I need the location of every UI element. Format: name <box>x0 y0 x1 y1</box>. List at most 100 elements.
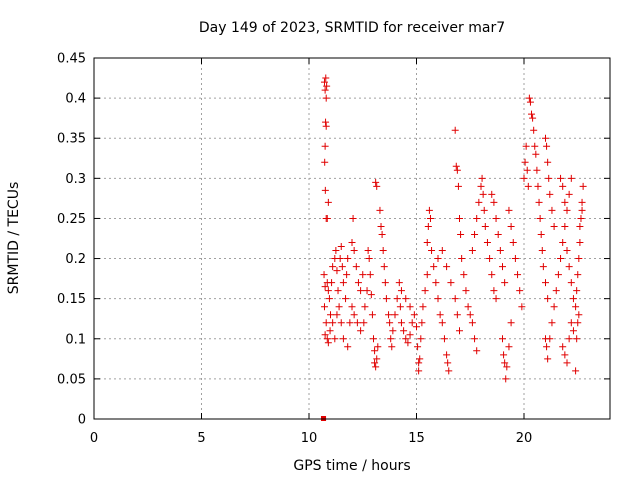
data-point <box>426 214 434 222</box>
data-point <box>329 319 337 327</box>
data-point <box>483 239 491 247</box>
data-point <box>325 295 333 303</box>
data-point <box>528 110 536 118</box>
data-point <box>372 363 380 371</box>
data-point <box>321 283 329 291</box>
data-point <box>354 279 362 287</box>
data-point <box>430 263 438 271</box>
data-point <box>322 122 330 130</box>
data-point <box>471 230 479 238</box>
x-tick-label: 0 <box>90 431 98 446</box>
data-point <box>544 355 552 363</box>
data-point <box>480 206 488 214</box>
data-point <box>321 158 329 166</box>
data-point <box>507 319 515 327</box>
data-point <box>444 359 452 367</box>
data-point <box>496 247 504 255</box>
data-point <box>372 178 380 186</box>
data-point <box>376 206 384 214</box>
data-point <box>543 343 551 351</box>
data-point <box>567 319 575 327</box>
data-point <box>578 206 586 214</box>
data-point <box>410 311 418 319</box>
data-point <box>526 98 534 106</box>
data-point <box>532 150 540 158</box>
y-tick-label: 0.3 <box>65 172 86 187</box>
data-point <box>339 279 347 287</box>
data-point <box>579 182 587 190</box>
data-point <box>447 279 455 287</box>
data-point <box>406 331 414 339</box>
data-point <box>352 263 360 271</box>
data-point <box>445 367 453 375</box>
data-point <box>458 255 466 263</box>
data-point <box>377 222 385 230</box>
data-point <box>576 222 584 230</box>
data-point <box>573 287 581 295</box>
data-point <box>492 214 500 222</box>
data-point <box>436 311 444 319</box>
data-point <box>502 375 510 383</box>
data-point <box>544 158 552 166</box>
data-point <box>500 351 508 359</box>
data-point <box>451 295 459 303</box>
data-point <box>321 186 329 194</box>
data-point <box>567 174 575 182</box>
data-point <box>475 198 483 206</box>
data-point <box>524 182 532 190</box>
data-point <box>397 319 405 327</box>
data-point <box>486 255 494 263</box>
data-point <box>350 311 358 319</box>
data-point <box>321 331 329 339</box>
data-point <box>400 327 408 335</box>
data-point <box>561 222 569 230</box>
data-point <box>542 134 549 142</box>
y-tick-label: 0.45 <box>57 52 86 67</box>
data-point <box>511 255 519 263</box>
y-tick-label: 0.1 <box>65 332 86 347</box>
data-point <box>509 239 517 247</box>
data-point <box>326 327 334 335</box>
data-point <box>334 287 342 295</box>
data-point <box>488 271 496 279</box>
data-point <box>490 287 498 295</box>
data-point <box>367 291 375 299</box>
data-point <box>389 327 397 335</box>
data-point <box>557 174 565 182</box>
data-point <box>421 287 429 295</box>
data-point <box>567 279 575 287</box>
data-point <box>357 327 365 335</box>
data-point <box>320 78 328 86</box>
data-point <box>404 339 412 347</box>
data-point <box>366 271 374 279</box>
data-point <box>416 355 424 363</box>
data-point <box>415 367 423 375</box>
data-point <box>348 239 356 247</box>
data-point <box>413 323 420 331</box>
data-point <box>443 351 451 359</box>
data-point <box>438 319 446 327</box>
data-point <box>456 214 463 222</box>
data-point <box>559 343 567 351</box>
data-point <box>324 287 332 295</box>
data-point <box>552 287 560 295</box>
data-point <box>324 198 332 206</box>
data-point <box>494 230 502 238</box>
y-axis-title: SRMTID / TECUs <box>6 182 22 295</box>
data-point <box>561 198 569 206</box>
data-point <box>565 263 573 271</box>
data-point <box>443 263 451 271</box>
data-point <box>572 303 580 311</box>
data-point <box>329 263 337 271</box>
data-points <box>320 74 587 421</box>
data-point <box>337 243 345 251</box>
data-point <box>327 311 334 319</box>
data-point <box>569 295 577 303</box>
data-point <box>350 247 358 255</box>
data-point <box>565 335 573 343</box>
tick-labels: 0 0.05 0.1 0.15 0.2 0.25 0.3 0.35 0.4 0.45 0 5 10 15 2… <box>57 52 532 447</box>
data-point <box>492 295 500 303</box>
x-axis-title: GPS time / hours <box>293 458 410 474</box>
data-point <box>550 222 558 230</box>
data-point <box>324 339 332 347</box>
